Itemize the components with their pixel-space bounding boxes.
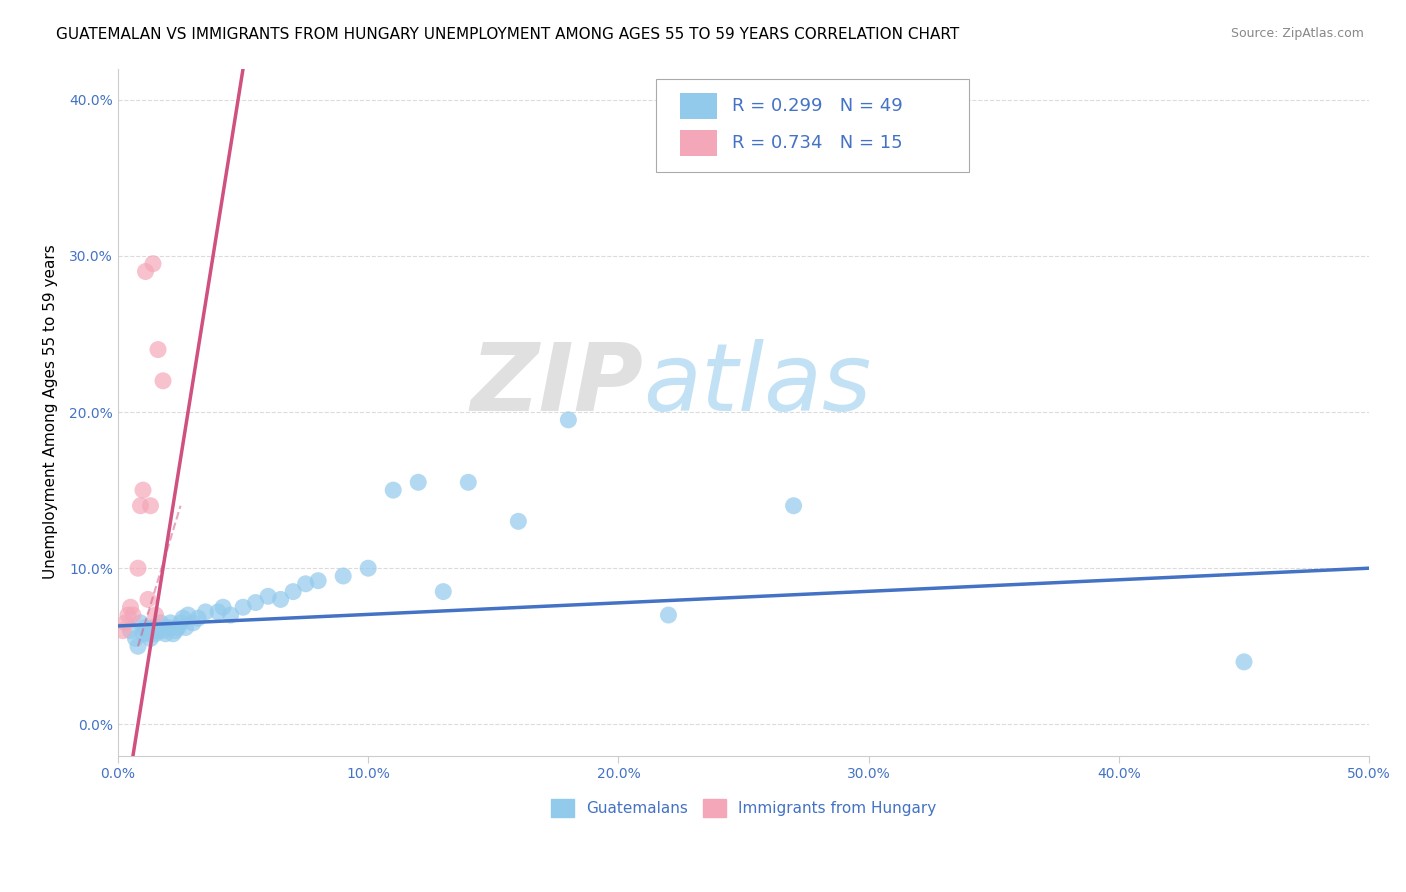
Point [382,483,405,497]
Point [146,624,169,638]
Point [127,640,149,654]
Point [307,574,329,588]
Text: atlas: atlas [644,339,872,430]
Point [139,624,162,638]
Point [149,615,172,630]
Point [152,624,174,638]
Point [114,615,136,630]
Point [122,608,145,623]
Point [357,561,380,575]
Point [219,608,242,623]
Point [508,514,530,528]
Point [120,600,142,615]
Point [406,475,429,490]
Point [117,608,139,623]
Point [212,600,235,615]
Point [177,608,200,623]
Point [134,264,156,278]
Point [165,624,187,638]
Text: R = 0.299   N = 49: R = 0.299 N = 49 [733,96,903,114]
Point [245,595,267,609]
Point [129,499,152,513]
Point [194,605,217,619]
Point [159,615,181,630]
Point [142,621,165,635]
Point [657,608,679,623]
Point [156,621,179,635]
Point [332,569,354,583]
Point [152,374,174,388]
Point [1233,655,1256,669]
FancyBboxPatch shape [657,78,969,171]
Point [146,343,169,357]
Point [139,499,162,513]
Point [174,621,197,635]
FancyBboxPatch shape [679,129,717,156]
Point [557,413,579,427]
Point [111,624,134,638]
Point [162,627,184,641]
Point [132,627,155,641]
Point [134,621,156,635]
Point [187,611,209,625]
Point [129,615,152,630]
Point [146,621,169,635]
Text: Source: ZipAtlas.com: Source: ZipAtlas.com [1230,27,1364,40]
Point [169,615,191,630]
Point [232,600,254,615]
FancyBboxPatch shape [679,93,717,119]
Point [155,627,177,641]
Text: GUATEMALAN VS IMMIGRANTS FROM HUNGARY UNEMPLOYMENT AMONG AGES 55 TO 59 YEARS COR: GUATEMALAN VS IMMIGRANTS FROM HUNGARY UN… [56,27,959,42]
Legend: Guatemalans, Immigrants from Hungary: Guatemalans, Immigrants from Hungary [544,793,942,823]
Point [181,615,204,630]
Point [142,257,165,271]
Point [457,475,479,490]
Point [132,483,155,497]
Point [139,632,162,646]
Text: R = 0.734   N = 15: R = 0.734 N = 15 [733,134,903,152]
Point [120,624,142,638]
Point [127,561,149,575]
Point [281,584,304,599]
Point [432,584,454,599]
Point [294,576,316,591]
Point [145,608,167,623]
Point [124,632,146,646]
Point [257,589,280,603]
Point [782,499,804,513]
Point [145,627,167,641]
Point [167,621,190,635]
Point [136,627,159,641]
Point [207,605,229,619]
Point [172,611,194,625]
Y-axis label: Unemployment Among Ages 55 to 59 years: Unemployment Among Ages 55 to 59 years [44,244,58,580]
Text: ZIP: ZIP [471,339,644,431]
Point [270,592,292,607]
Point [136,592,159,607]
